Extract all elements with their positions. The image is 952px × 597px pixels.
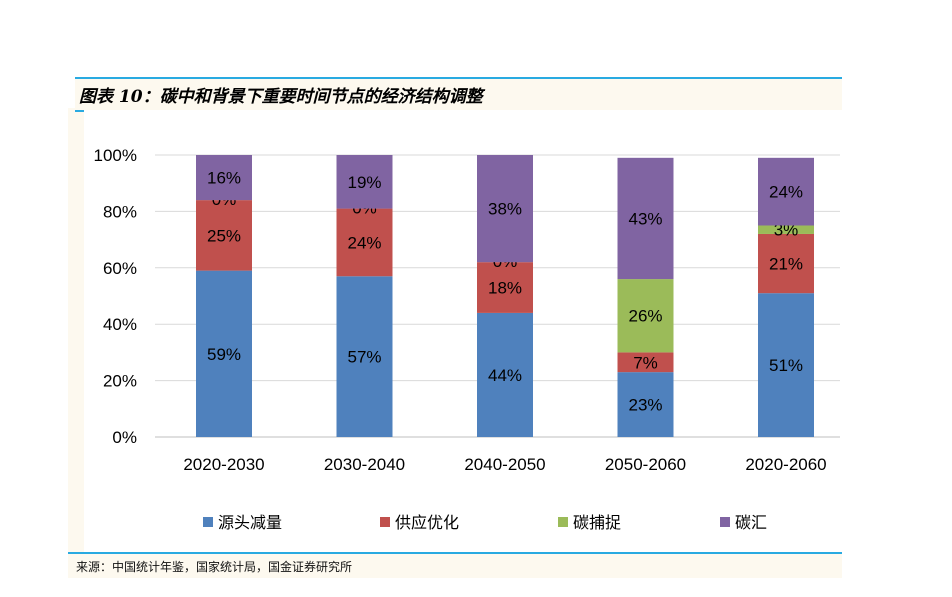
- bar-segment: [758, 225, 814, 234]
- x-tick-label: 2040-2050: [464, 455, 545, 474]
- bar-segment: [477, 312, 533, 437]
- bar-segment: [196, 200, 252, 271]
- y-tick-label: 80%: [103, 202, 137, 221]
- data-label: 43%: [628, 209, 662, 228]
- bar-segment: [336, 276, 393, 437]
- bar-segment: [758, 233, 814, 294]
- y-tick-label: 60%: [103, 259, 137, 278]
- bar-segment: [336, 208, 393, 277]
- source-text: 来源：中国统计年鉴，国家统计局，国金证券研究所: [76, 560, 353, 574]
- y-tick-label: 100%: [94, 146, 137, 165]
- data-label: 23%: [628, 396, 662, 415]
- data-label: 44%: [488, 366, 522, 385]
- bar-segment: [758, 157, 814, 226]
- data-label: 24%: [347, 233, 381, 252]
- bar-segment: [196, 155, 252, 201]
- bar-segment: [336, 155, 393, 209]
- legend-swatch: [380, 517, 390, 527]
- bar-segment: [617, 372, 674, 437]
- title-bar: 图表 10：碳中和背景下重要时间节点的经济结构调整: [75, 77, 842, 110]
- source-bar: 来源：中国统计年鉴，国家统计局，国金证券研究所: [68, 552, 842, 578]
- data-label: 16%: [207, 169, 241, 188]
- left-strip: [68, 108, 84, 553]
- data-label: 38%: [488, 200, 522, 219]
- data-label: 51%: [769, 356, 803, 375]
- legend-label: 碳捕捉: [573, 513, 621, 532]
- data-label: 24%: [769, 183, 803, 202]
- legend-label: 碳汇: [735, 513, 767, 532]
- legend-swatch: [558, 517, 568, 527]
- bar-segment: [758, 293, 814, 437]
- x-tick-label: 2020-2030: [183, 455, 264, 474]
- bar-segment: [617, 157, 674, 280]
- data-label: 26%: [628, 307, 662, 326]
- data-label: 57%: [347, 348, 381, 367]
- data-label: 25%: [207, 226, 241, 245]
- y-tick-label: 40%: [103, 315, 137, 334]
- bar-segment: [617, 279, 674, 353]
- x-tick-label: 2030-2040: [324, 455, 405, 474]
- bar-segment: [477, 155, 533, 263]
- legend-label: 源头减量: [218, 513, 282, 532]
- data-label: 7%: [633, 353, 658, 372]
- bar-segment: [617, 352, 674, 373]
- data-label: 21%: [769, 255, 803, 274]
- data-label: 59%: [207, 345, 241, 364]
- chart-title: 图表 10：碳中和背景下重要时间节点的经济结构调整: [79, 87, 483, 107]
- x-tick-label: 2050-2060: [605, 455, 686, 474]
- left-accent: [75, 110, 84, 112]
- bar-segment: [477, 262, 533, 313]
- data-label: 19%: [347, 173, 381, 192]
- data-label: 18%: [488, 279, 522, 298]
- x-tick-label: 2020-2060: [745, 455, 826, 474]
- legend-label: 供应优化: [395, 513, 459, 532]
- legend-swatch: [203, 517, 213, 527]
- y-tick-label: 20%: [103, 372, 137, 391]
- bar-segment: [196, 270, 252, 437]
- legend-swatch: [720, 517, 730, 527]
- y-tick-label: 0%: [112, 428, 137, 447]
